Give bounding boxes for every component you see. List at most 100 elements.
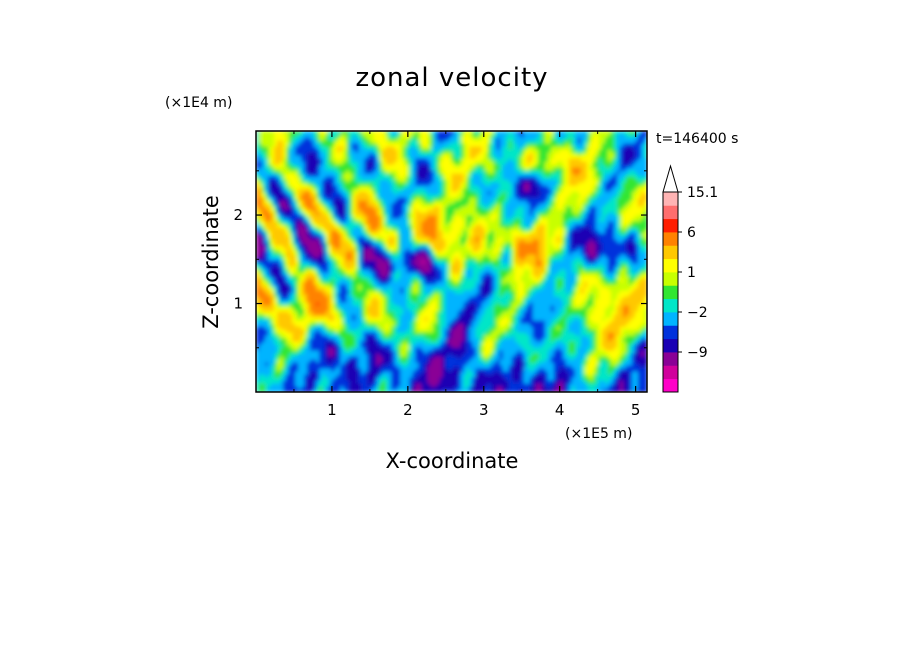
field-cell [412,347,417,351]
field-cell [292,320,296,324]
field-cell [460,293,465,297]
field-cell [532,320,537,324]
field-cell [349,329,353,333]
field-cell [304,350,308,354]
field-cell [427,290,432,294]
field-cell [625,344,630,348]
field-cell [385,380,389,384]
field-cell [442,287,447,291]
field-cell [325,284,329,288]
field-cell [382,362,386,366]
field-cell [364,389,368,392]
field-cell [535,296,540,300]
field-cell [487,377,492,381]
field-cell [502,332,507,336]
field-cell [433,296,438,300]
field-cell [493,374,498,378]
field-cell [382,314,386,318]
field-cell [475,302,480,306]
field-cell [388,296,392,300]
field-cell [472,371,477,375]
field-cell [364,326,368,330]
field-cell [631,302,636,306]
field-cell [544,281,549,285]
field-cell [334,299,338,303]
field-cell [325,299,329,303]
field-cell [532,287,537,291]
field-cell [505,344,510,348]
field-cell [301,380,305,384]
field-cell [286,347,290,351]
field-cell [385,374,389,378]
field-cell [313,374,317,378]
field-cell [604,344,609,348]
field-cell [556,377,561,381]
field-cell [421,311,426,315]
field-cell [292,332,296,336]
field-cell [583,305,588,309]
field-cell [496,332,501,336]
field-cell [454,308,459,312]
field-cell [418,389,423,392]
field-cell [325,329,329,333]
field-cell [271,311,275,315]
field-cell [478,350,483,354]
field-cell [472,368,477,372]
field-cell [277,332,281,336]
field-cell [412,335,417,339]
field-cell [394,281,398,285]
field-cell [295,338,299,342]
field-cell [526,281,531,285]
field-cell [382,278,386,282]
field-cell [508,350,513,354]
field-cell [580,365,585,369]
field-cell [505,380,510,384]
field-cell [451,299,456,303]
field-cell [283,380,287,384]
field-cell [415,356,420,360]
field-cell [268,302,272,306]
field-cell [532,380,537,384]
field-cell [379,362,383,366]
field-cell [271,338,275,342]
field-cell [556,299,561,303]
field-cell [505,365,510,369]
field-cell [508,383,513,387]
field-cell [421,332,426,336]
field-cell [379,275,383,279]
field-cell [607,296,612,300]
field-cell [397,353,401,357]
field-cell [637,317,642,321]
field-cell [454,359,459,363]
field-cell [469,329,474,333]
field-cell [484,365,489,369]
field-cell [310,350,314,354]
field-cell [637,389,642,392]
field-cell [607,293,612,297]
field-cell [349,302,353,306]
field-cell [553,305,558,309]
field-cell [481,308,486,312]
field-cell [304,353,308,357]
field-cell [271,314,275,318]
field-cell [640,383,645,387]
field-cell [376,356,380,360]
field-cell [517,302,522,306]
field-cell [448,389,453,392]
field-cell [532,332,537,336]
field-cell [319,386,323,390]
field-cell [331,329,335,333]
field-cell [388,383,392,387]
field-cell [352,308,356,312]
field-cell [286,335,290,339]
field-cell [481,281,486,285]
field-cell [433,341,438,345]
field-cell [265,305,269,309]
field-cell [544,284,549,288]
field-cell [424,383,429,387]
field-cell [613,377,618,381]
field-cell [364,323,368,327]
field-cell [520,365,525,369]
field-cell [499,284,504,288]
field-cell [613,335,618,339]
